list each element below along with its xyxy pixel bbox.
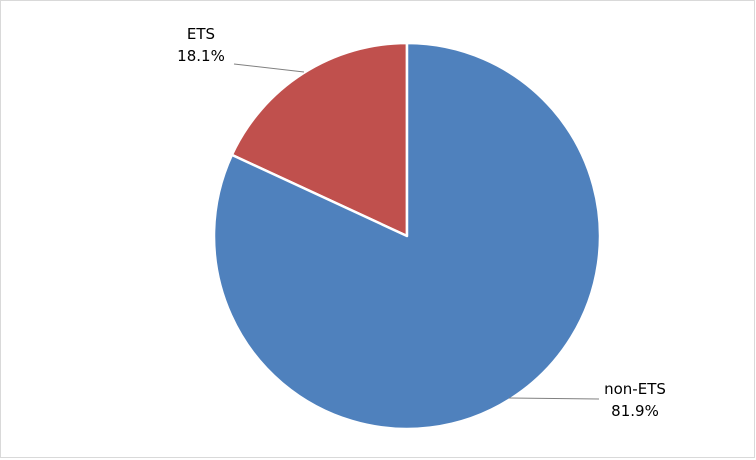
non-ets-label-value: 81.9%	[611, 402, 659, 420]
pie-labels: ETS 18.1% non-ETS 81.9%	[177, 25, 666, 420]
ets-label-name: ETS	[187, 25, 215, 43]
pie-slices	[212, 41, 602, 431]
non-ets-label-name: non-ETS	[604, 380, 666, 398]
non-ets-leader-line	[508, 397, 600, 400]
ets-label-value: 18.1%	[177, 47, 225, 65]
pie-slice-non-ets	[212, 41, 602, 431]
pie-slice-ets	[230, 41, 409, 238]
ets-leader-line	[233, 63, 305, 73]
